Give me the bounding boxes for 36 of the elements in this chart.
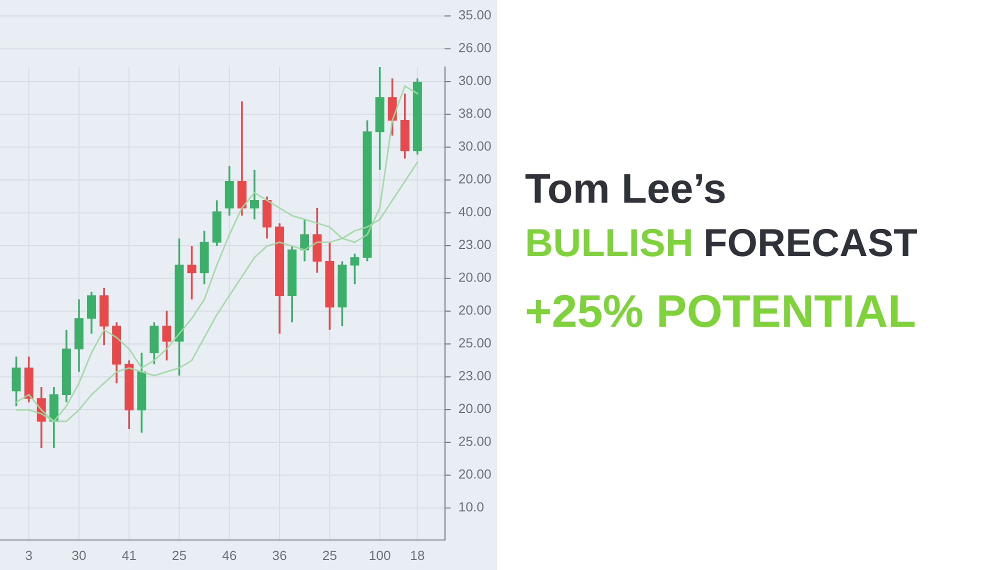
x-tick-label: 100 xyxy=(370,550,390,560)
x-tick-label: 25 xyxy=(172,550,186,560)
text: 20.00 xyxy=(459,305,491,315)
text: Tom Lee’s xyxy=(525,174,725,204)
x-tick-label: 36 xyxy=(272,550,286,560)
text: 38.00 xyxy=(458,108,491,118)
candlestick xyxy=(350,252,360,286)
text: 25.00 xyxy=(459,436,491,446)
text: 20.00 xyxy=(459,469,491,479)
text: 30.00 xyxy=(458,76,491,86)
candlestick xyxy=(12,356,21,407)
text: 25.00 xyxy=(459,338,491,348)
text: 23.00 xyxy=(459,240,491,250)
text: 20.00 xyxy=(459,174,491,184)
text: 23.00 xyxy=(459,370,491,380)
x-tick-label: 3 xyxy=(26,550,32,560)
x-tick-label: 46 xyxy=(222,550,236,560)
text: 10.0 xyxy=(459,502,484,512)
candlestick xyxy=(187,245,196,300)
x-tick-label: 41 xyxy=(122,550,136,560)
text: 26.00 xyxy=(459,42,491,52)
candlestick xyxy=(388,78,397,136)
candlestick xyxy=(250,168,259,220)
text: 35.00 xyxy=(458,10,491,20)
text: 40.00 xyxy=(458,206,491,216)
text: BULLISH xyxy=(528,228,691,256)
text: FORECAST xyxy=(706,228,917,256)
text: +25% POTENTIAL xyxy=(526,294,915,328)
text: 30.00 xyxy=(458,141,491,151)
text: 20.00 xyxy=(459,404,491,414)
candlestick xyxy=(87,290,96,335)
x-tick-label: 30 xyxy=(72,550,86,560)
x-tick-label: 25 xyxy=(323,550,336,560)
x-tick-label: 18 xyxy=(411,550,424,560)
candlestick xyxy=(162,310,172,362)
text: 20.00 xyxy=(459,272,491,282)
